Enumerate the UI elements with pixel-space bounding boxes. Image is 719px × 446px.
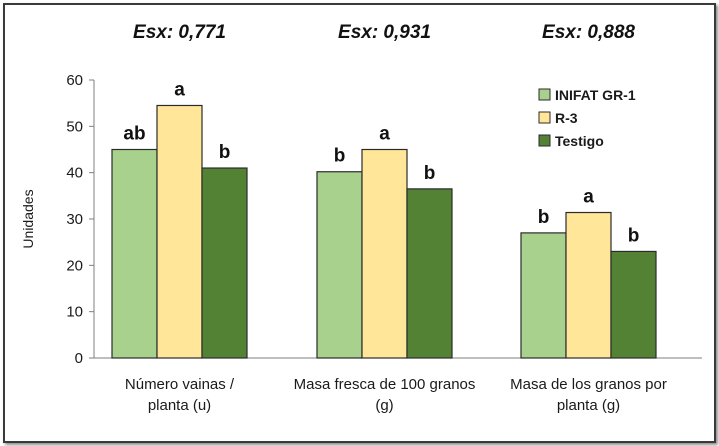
bar <box>406 188 453 359</box>
y-tick-label: 0 <box>75 350 83 367</box>
x-tick-label: Masa fresca de 100 granos <box>294 376 476 393</box>
significance-letter: b <box>628 225 640 246</box>
legend-label: R-3 <box>555 110 578 126</box>
esx-annotation: Esx: 0,931 <box>338 22 431 43</box>
significance-letter: a <box>174 79 185 100</box>
legend: INIFAT GR-1 R-3 Testigo <box>538 87 636 149</box>
y-tick-label: 30 <box>66 211 83 228</box>
bar <box>361 148 408 359</box>
y-axis-label: Unidades <box>20 189 36 248</box>
bar <box>610 250 657 359</box>
x-tick-label: (g) <box>375 397 393 414</box>
legend-swatch <box>538 134 551 147</box>
bar <box>316 171 363 359</box>
x-tick-label: Masa de los granos por <box>510 376 667 393</box>
y-tick-label: 60 <box>66 72 83 89</box>
y-tick-label: 10 <box>66 304 83 321</box>
bar <box>201 167 248 359</box>
legend-label: INIFAT GR-1 <box>555 87 636 103</box>
x-tick-label: planta (g) <box>557 397 620 414</box>
bar <box>520 232 567 359</box>
y-tick-label: 40 <box>66 165 83 182</box>
legend-label: Testigo <box>555 133 604 149</box>
bar <box>565 211 612 359</box>
legend-swatch <box>538 111 551 124</box>
x-tick-label: planta (u) <box>148 397 211 414</box>
y-tick-label: 20 <box>66 257 83 274</box>
bar <box>111 148 158 359</box>
significance-letter: ab <box>123 124 145 145</box>
significance-letter: b <box>334 146 346 167</box>
significance-letter: a <box>583 187 594 208</box>
bars <box>111 104 657 359</box>
bar <box>156 104 203 359</box>
significance-letter: a <box>379 124 390 145</box>
legend-swatch <box>538 88 551 101</box>
y-tick-label: 50 <box>66 118 83 135</box>
significance-letter: b <box>219 142 231 163</box>
axes: 0 10 20 30 40 50 60 Unidades Número vainas / plan… <box>20 72 702 414</box>
significance-letter: b <box>538 207 550 228</box>
esx-annotation: Esx: 0,888 <box>542 22 635 43</box>
significance-letter: b <box>424 163 436 184</box>
esx-annotation: Esx: 0,771 <box>133 22 226 43</box>
x-tick-label: Número vainas / <box>125 376 235 393</box>
